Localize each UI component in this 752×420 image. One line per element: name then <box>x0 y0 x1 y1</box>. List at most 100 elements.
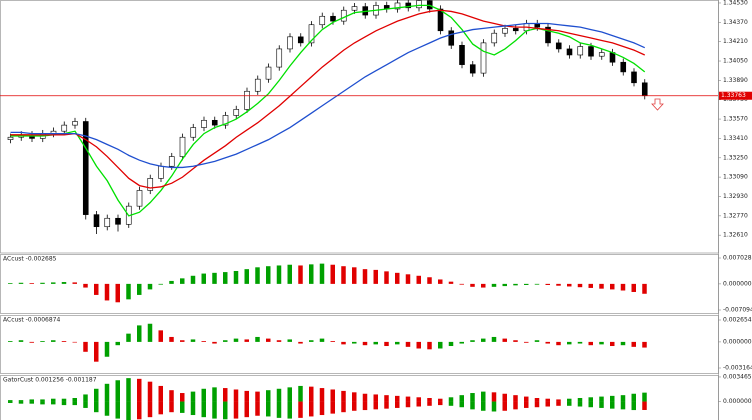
histogram-bar <box>352 341 357 344</box>
histogram-bar <box>631 341 636 347</box>
y-tick-label: 0.000000 <box>723 398 752 405</box>
histogram-bar <box>330 264 335 284</box>
gator-bar <box>642 392 647 402</box>
gator-bar <box>427 401 432 406</box>
histogram-bar <box>567 283 572 287</box>
histogram-bar <box>94 283 99 295</box>
histogram-bar <box>212 341 217 344</box>
candle-body <box>233 109 240 116</box>
gator-bar <box>126 401 131 420</box>
gator-bar <box>169 390 174 402</box>
candle-body <box>598 52 605 57</box>
histogram-bar <box>513 283 518 286</box>
histogram-bar <box>266 338 271 342</box>
histogram-bar <box>255 336 260 342</box>
gator-bar <box>577 401 583 407</box>
histogram-bar <box>104 341 110 357</box>
candle-body <box>297 36 304 44</box>
candle-body <box>555 42 562 50</box>
current-price-box <box>719 91 752 100</box>
histogram-bar <box>255 267 260 284</box>
gator-bar <box>137 378 142 402</box>
gator-bar <box>352 401 357 411</box>
candle-body <box>7 136 14 140</box>
candle-body <box>631 71 637 84</box>
candle-body <box>61 124 68 132</box>
gator-bar <box>362 401 368 411</box>
histogram-bar <box>83 341 88 352</box>
gator-bar <box>137 401 142 420</box>
histogram-bar <box>448 341 454 347</box>
gator-bar <box>201 388 206 402</box>
candle-body <box>211 119 218 126</box>
histogram-bar <box>137 325 142 342</box>
candle-body <box>158 165 164 179</box>
gator-bar <box>438 398 443 402</box>
histogram-bar <box>309 340 314 342</box>
gator-bar <box>115 401 120 419</box>
candle-body <box>93 214 100 228</box>
gator-bar <box>266 390 271 402</box>
histogram-bar <box>8 283 13 284</box>
gator-bar <box>416 397 421 402</box>
main-panel <box>0 0 719 254</box>
y-tick-label: -0.007094 <box>723 307 752 314</box>
gator-bar <box>642 401 647 410</box>
gator-bar <box>588 401 593 408</box>
gator-bar <box>276 388 282 402</box>
histogram-bar <box>51 282 56 284</box>
histogram-bar <box>298 341 303 344</box>
candle-body <box>405 2 412 9</box>
histogram-bar <box>470 340 475 342</box>
gator-bar <box>51 398 56 402</box>
panel-title: GatorCust 0.001256 -0.001187 <box>3 377 97 384</box>
histogram-bar <box>577 341 583 344</box>
gator-bar <box>352 392 357 402</box>
y-tick-label: 1.32770 <box>723 212 748 219</box>
histogram-bar <box>29 283 34 284</box>
histogram-bar <box>233 270 239 284</box>
histogram-bar <box>588 283 593 288</box>
histogram-bar <box>545 283 550 285</box>
gator-bar <box>341 401 346 413</box>
histogram-bar <box>137 283 142 295</box>
histogram-bar <box>620 283 626 291</box>
histogram-bar <box>212 272 217 284</box>
histogram-bar <box>169 336 174 342</box>
gator-bar <box>244 390 249 402</box>
histogram-bar <box>534 340 540 342</box>
histogram-bar <box>556 283 561 286</box>
moving-average <box>10 9 646 189</box>
candle-body <box>115 217 121 225</box>
y-tick-label: 1.32930 <box>723 193 748 200</box>
candle-body <box>512 28 519 32</box>
histogram-bar <box>373 341 378 345</box>
gator-bar <box>147 381 153 402</box>
y-tick-label: 1.34370 <box>723 19 748 26</box>
histogram-bar <box>438 279 443 284</box>
gator-bar <box>158 401 163 415</box>
gator-bar <box>212 401 217 419</box>
gator-panel <box>0 375 719 420</box>
gator-bar <box>384 401 389 409</box>
gator-bar <box>169 401 174 413</box>
histogram-bar <box>61 282 67 284</box>
histogram-bar <box>438 341 443 349</box>
gator-bar <box>459 401 464 408</box>
histogram-bar <box>83 283 88 288</box>
gator-bar <box>126 378 131 402</box>
histogram-bar <box>416 275 421 284</box>
candle-body <box>319 15 326 26</box>
histogram-bar <box>287 339 292 342</box>
y-tick-label: 1.33250 <box>723 154 748 161</box>
gator-bar <box>620 395 626 402</box>
gator-bar <box>190 391 196 402</box>
gator-bar <box>104 383 110 402</box>
gator-bar <box>448 401 454 406</box>
gator-bar <box>481 401 486 411</box>
histogram-bar <box>610 283 615 290</box>
candle-body <box>190 127 197 138</box>
histogram-bar <box>244 269 249 284</box>
histogram-bar <box>276 265 282 284</box>
gator-bar <box>491 401 497 412</box>
